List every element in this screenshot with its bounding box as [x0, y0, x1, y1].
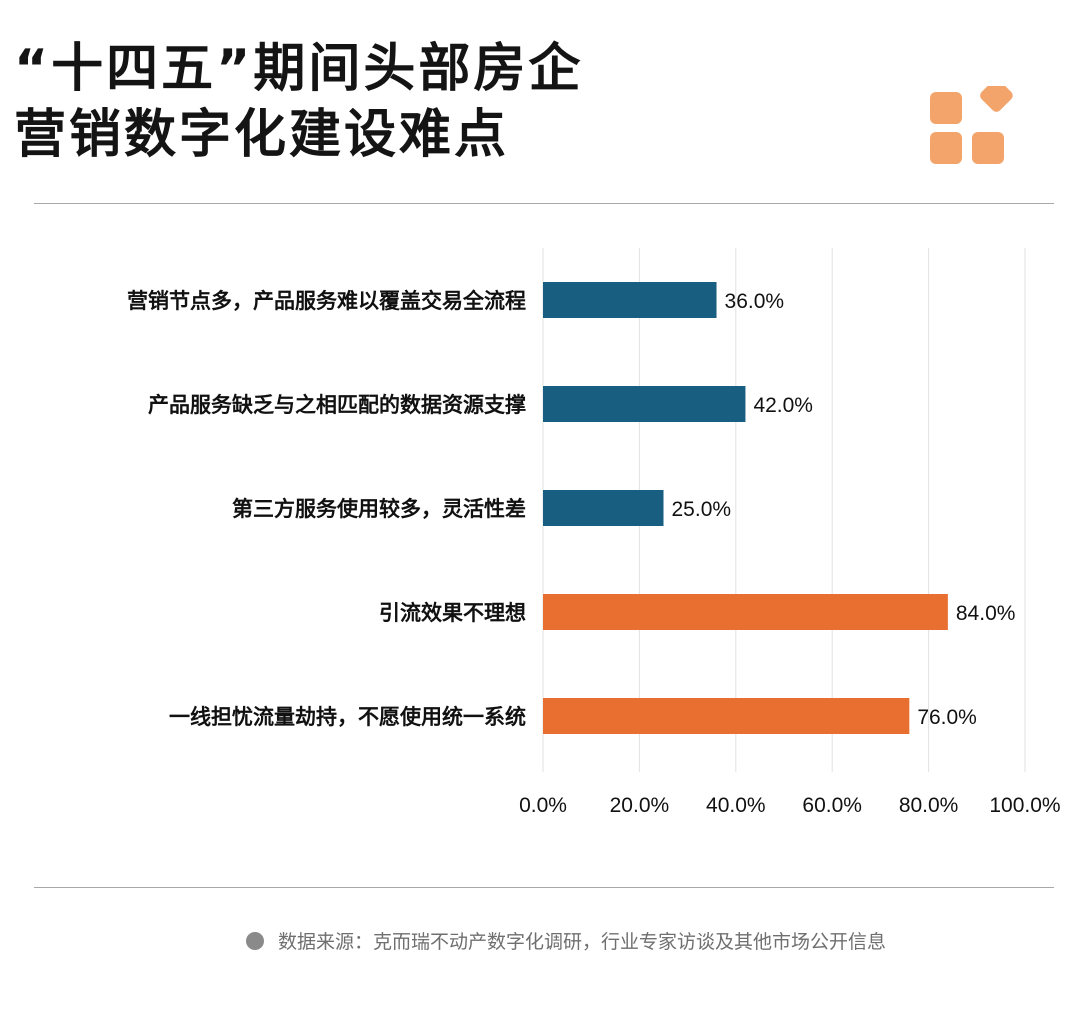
value-label-0: 36.0%	[725, 290, 785, 313]
bottom-divider	[34, 887, 1054, 888]
x-tick-label-4: 80.0%	[899, 794, 959, 817]
bar-4	[543, 698, 910, 734]
logo-block-top-left	[930, 92, 962, 124]
top-divider	[34, 203, 1054, 204]
bar-2	[543, 490, 664, 526]
x-tick-label-0: 0.0%	[519, 794, 567, 817]
logo-block-bottom-right	[972, 132, 1004, 164]
category-label-2: 第三方服务使用较多，灵活性差	[232, 497, 526, 521]
logo-block-bottom-left	[930, 132, 962, 164]
orange-blocks-icon	[930, 86, 1013, 164]
value-label-3: 84.0%	[956, 602, 1016, 625]
source-text: 数据来源：克而瑞不动产数字化调研，行业专家访谈及其他市场公开信息	[278, 931, 887, 953]
bar-1	[543, 386, 746, 422]
value-label-2: 25.0%	[672, 498, 732, 521]
chart-title: “十四五”期间头部房企 营销数字化建设难点	[14, 36, 583, 168]
value-label-1: 42.0%	[753, 394, 813, 417]
logo-block-diamond	[980, 86, 1013, 112]
category-label-0: 营销节点多，产品服务难以覆盖交易全流程	[127, 289, 526, 313]
x-tick-label-1: 20.0%	[610, 794, 670, 817]
x-tick-label-5: 100.0%	[989, 794, 1060, 817]
chart-title-line1: “十四五”期间头部房企	[14, 39, 584, 99]
value-label-4: 76.0%	[917, 706, 977, 729]
category-label-1: 产品服务缺乏与之相匹配的数据资源支撑	[148, 393, 526, 417]
bar-chart: 营销节点多，产品服务难以覆盖交易全流程 36.0% 产品服务缺乏与之相匹配的数据资源…	[127, 248, 1061, 817]
bullet-dot-icon	[246, 931, 264, 950]
chart-title-line2: 营销数字化建设难点	[14, 105, 510, 165]
bar-3	[543, 594, 948, 630]
category-label-3: 引流效果不理想	[379, 601, 526, 625]
category-label-4: 一线担忧流量劫持，不愿使用统一系统	[169, 705, 526, 729]
x-tick-label-3: 60.0%	[802, 794, 862, 817]
source-note: 数据来源：克而瑞不动产数字化调研，行业专家访谈及其他市场公开信息	[246, 927, 886, 954]
bar-0	[543, 282, 717, 318]
x-tick-label-2: 40.0%	[706, 794, 766, 817]
